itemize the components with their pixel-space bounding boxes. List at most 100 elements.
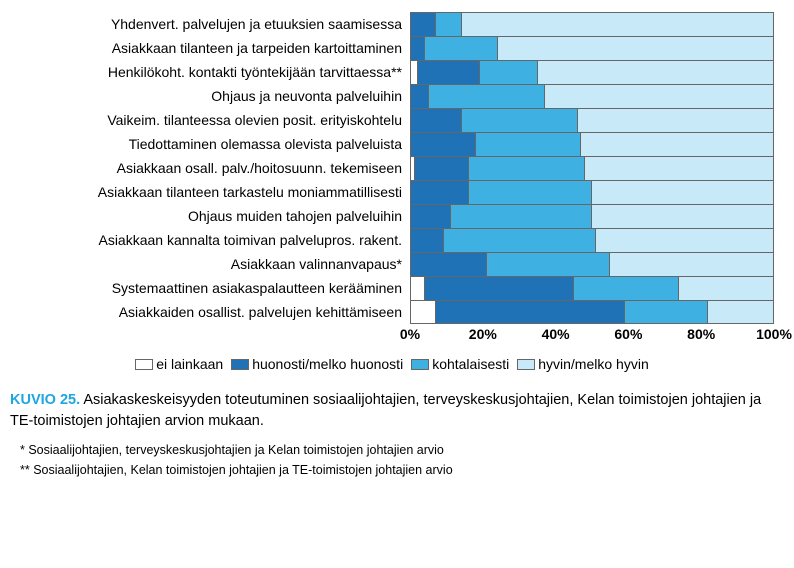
bar-segment [462, 13, 773, 36]
bar-segment [578, 109, 773, 132]
bar-segment [411, 253, 487, 276]
bar-cell [410, 300, 774, 324]
category-label: Ohjaus ja neuvonta palveluihin [10, 84, 410, 108]
bar-cell [410, 132, 774, 156]
legend-label: hyvin/melko hyvin [538, 356, 649, 372]
category-label: Tiedottaminen olemassa olevista palvelui… [10, 132, 410, 156]
axis-tick: 40% [542, 326, 570, 342]
bar-segment [462, 109, 578, 132]
stacked-bar-chart: Yhdenvert. palvelujen ja etuuksien saami… [10, 12, 774, 324]
category-label: Systemaattinen asiakaspalautteen keräämi… [10, 276, 410, 300]
caption-text: Asiakaskeskeisyyden toteutuminen sosiaal… [10, 392, 761, 429]
bar-segment [679, 277, 773, 300]
bar-segment [451, 205, 592, 228]
bar-segment [585, 157, 773, 180]
bar-segment [625, 301, 708, 323]
legend-item: huonosti/melko huonosti [231, 356, 403, 372]
bar-segment [592, 205, 773, 228]
category-label: Asiakkaan tilanteen tarkastelu moniammat… [10, 180, 410, 204]
bar-cell [410, 12, 774, 36]
bar-cell [410, 156, 774, 180]
legend: ei lainkaanhuonosti/melko huonostikohtal… [10, 356, 774, 372]
footnote: * Sosiaalijohtajien, terveyskeskusjohtaj… [20, 440, 774, 460]
bar-segment [444, 229, 596, 252]
bar-cell [410, 36, 774, 60]
bar-cell [410, 60, 774, 84]
bar-segment [411, 277, 425, 300]
bar-segment [411, 85, 429, 108]
bar-segment [708, 301, 773, 323]
chart-row: Asiakkaiden osallist. palvelujen kehittä… [10, 300, 774, 324]
bar-segment [469, 181, 592, 204]
chart-row: Yhdenvert. palvelujen ja etuuksien saami… [10, 12, 774, 36]
bar-segment [411, 37, 425, 60]
bar-segment [429, 85, 545, 108]
bar-segment [436, 301, 624, 323]
bar-cell [410, 204, 774, 228]
category-label: Asiakkaan osall. palv./hoitosuunn. tekem… [10, 156, 410, 180]
bar-segment [436, 13, 461, 36]
legend-item: kohtalaisesti [411, 356, 509, 372]
axis-tick: 60% [614, 326, 642, 342]
bar-cell [410, 180, 774, 204]
category-label: Vaikeim. tilanteessa olevien posit. erit… [10, 108, 410, 132]
bar-segment [411, 61, 418, 84]
category-label: Ohjaus muiden tahojen palveluihin [10, 204, 410, 228]
chart-row: Asiakkaan osall. palv./hoitosuunn. tekem… [10, 156, 774, 180]
bar-segment [411, 205, 451, 228]
bar-segment [411, 301, 436, 323]
bar-segment [411, 109, 462, 132]
bar-segment [418, 61, 480, 84]
axis-tick: 0% [400, 326, 420, 342]
legend-swatch [231, 359, 249, 370]
chart-row: Asiakkaan valinnanvapaus* [10, 252, 774, 276]
bar-segment [480, 61, 538, 84]
bar-segment [574, 277, 679, 300]
legend-swatch [517, 359, 535, 370]
bar-segment [415, 157, 469, 180]
figure-caption: KUVIO 25. Asiakaskeskeisyyden toteutumin… [10, 390, 774, 432]
chart-row: Vaikeim. tilanteessa olevien posit. erit… [10, 108, 774, 132]
footnote: ** Sosiaalijohtajien, Kelan toimistojen … [20, 460, 774, 480]
chart-row: Ohjaus ja neuvonta palveluihin [10, 84, 774, 108]
category-label: Asiakkaan valinnanvapaus* [10, 252, 410, 276]
axis-tick: 80% [687, 326, 715, 342]
category-label: Asiakkaan kannalta toimivan palvelupros.… [10, 228, 410, 252]
bar-segment [545, 85, 773, 108]
category-label: Asiakkaiden osallist. palvelujen kehittä… [10, 300, 410, 324]
legend-swatch [411, 359, 429, 370]
bar-segment [476, 133, 581, 156]
x-axis: 0%20%40%60%80%100% [10, 324, 774, 346]
category-label: Asiakkaan tilanteen ja tarpeiden kartoit… [10, 36, 410, 60]
bar-segment [581, 133, 773, 156]
bar-segment [538, 61, 773, 84]
bar-segment [469, 157, 585, 180]
footnotes: * Sosiaalijohtajien, terveyskeskusjohtaj… [10, 440, 774, 480]
bar-segment [425, 37, 497, 60]
bar-segment [425, 277, 573, 300]
chart-row: Tiedottaminen olemassa olevista palvelui… [10, 132, 774, 156]
legend-swatch [135, 359, 153, 370]
category-label: Henkilökoht. kontakti työntekijään tarvi… [10, 60, 410, 84]
chart-row: Henkilökoht. kontakti työntekijään tarvi… [10, 60, 774, 84]
bar-segment [487, 253, 610, 276]
bar-segment [411, 133, 476, 156]
axis-tick: 100% [756, 326, 792, 342]
chart-row: Ohjaus muiden tahojen palveluihin [10, 204, 774, 228]
axis-tick: 20% [469, 326, 497, 342]
legend-label: huonosti/melko huonosti [252, 356, 403, 372]
bar-segment [498, 37, 773, 60]
bar-segment [411, 181, 469, 204]
legend-label: kohtalaisesti [432, 356, 509, 372]
legend-item: hyvin/melko hyvin [517, 356, 649, 372]
bar-segment [592, 181, 773, 204]
bar-cell [410, 228, 774, 252]
bar-segment [411, 13, 436, 36]
chart-row: Asiakkaan kannalta toimivan palvelupros.… [10, 228, 774, 252]
bar-cell [410, 108, 774, 132]
category-label: Yhdenvert. palvelujen ja etuuksien saami… [10, 12, 410, 36]
bar-segment [610, 253, 773, 276]
chart-row: Systemaattinen asiakaspalautteen keräämi… [10, 276, 774, 300]
bar-cell [410, 252, 774, 276]
chart-row: Asiakkaan tilanteen ja tarpeiden kartoit… [10, 36, 774, 60]
